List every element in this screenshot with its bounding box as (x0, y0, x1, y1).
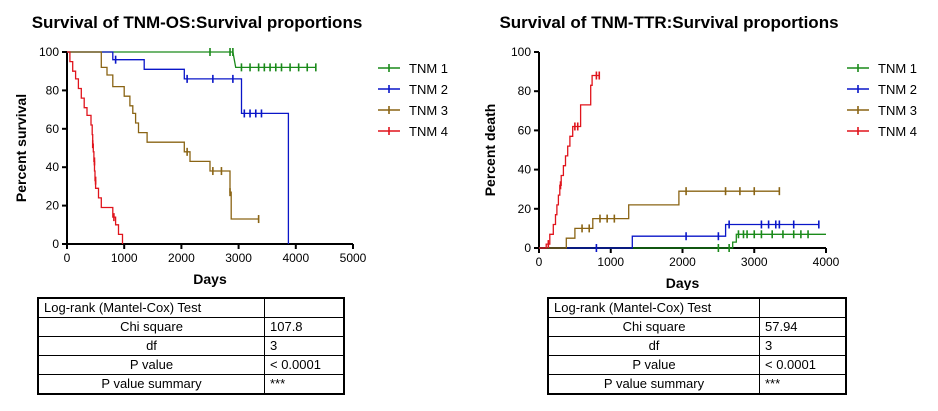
y-tick-label: 100 (511, 45, 531, 59)
y-tick-label: 0 (52, 237, 59, 251)
table-header: Log-rank (Mantel-Cox) Test (547, 297, 760, 318)
row-value: < 0.0001 (264, 355, 345, 375)
row-value: 3 (264, 336, 345, 356)
series-line (67, 51, 290, 244)
table-row: df 3 (37, 336, 345, 356)
x-tick-label: 4000 (282, 251, 309, 265)
y-tick-label: 60 (518, 123, 532, 137)
row-label: df (37, 336, 265, 356)
x-tick-label: 1000 (111, 251, 138, 265)
table-header: Log-rank (Mantel-Cox) Test (37, 297, 265, 318)
y-tick-label: 0 (524, 241, 531, 255)
table-row: Chi square 57.94 (547, 317, 847, 337)
table-row: P value summary *** (547, 374, 847, 395)
x-tick-label: 2000 (669, 255, 696, 269)
y-tick-label: 20 (518, 202, 532, 216)
table-row: P value summary *** (37, 374, 345, 395)
ttr-survival-chart: Survival of TNM-TTR:Survival proportions… (482, 13, 917, 290)
os-survival-chart: Survival of TNM-OS:Survival proportions P… (13, 13, 448, 287)
legend-label: TNM 3 (878, 103, 917, 118)
row-label: Chi square (547, 317, 760, 337)
x-tick-label: 5000 (340, 251, 367, 265)
logrank-table-ttr: Log-rank (Mantel-Cox) Test Chi square 57.… (547, 297, 847, 395)
row-label: P value summary (547, 374, 760, 395)
table-header-blank (264, 297, 345, 318)
chart-title: Survival of TNM-OS:Survival proportions (32, 13, 363, 32)
logrank-table-os: Log-rank (Mantel-Cox) Test Chi square 107… (37, 297, 345, 395)
chart-title: Survival of TNM-TTR:Survival proportions (499, 13, 838, 32)
y-tick-label: 60 (46, 122, 60, 136)
legend-label: TNM 1 (409, 61, 448, 76)
row-value: *** (264, 374, 345, 395)
table-row: Chi square 107.8 (37, 317, 345, 337)
row-value: < 0.0001 (759, 355, 847, 375)
row-label: P value (547, 355, 760, 375)
row-label: Chi square (37, 317, 265, 337)
series-line (539, 233, 826, 249)
row-label: df (547, 336, 760, 356)
row-value: 3 (759, 336, 847, 356)
x-tick-label: 1000 (597, 255, 624, 269)
y-tick-label: 40 (518, 163, 532, 177)
y-tick-label: 20 (46, 199, 60, 213)
y-axis-label: Percent survival (13, 94, 29, 202)
row-value: 57.94 (759, 317, 847, 337)
row-value: *** (759, 374, 847, 395)
x-axis-label: Days (193, 271, 227, 287)
series-line (539, 190, 780, 249)
y-tick-label: 40 (46, 160, 60, 174)
table-header-blank (759, 297, 847, 318)
legend-label: TNM 4 (878, 124, 917, 139)
series-line (67, 51, 316, 69)
legend-label: TNM 4 (409, 124, 448, 139)
series-line (539, 223, 819, 249)
x-tick-label: 0 (536, 255, 543, 269)
legend-label: TNM 2 (409, 82, 448, 97)
table-header-row: Log-rank (Mantel-Cox) Test (547, 297, 847, 318)
table-header-row: Log-rank (Mantel-Cox) Test (37, 297, 345, 318)
table-row: df 3 (547, 336, 847, 356)
y-tick-label: 100 (39, 45, 59, 59)
table-row: P value < 0.0001 (37, 355, 345, 375)
x-tick-label: 3000 (741, 255, 768, 269)
x-axis-label: Days (666, 275, 700, 290)
row-value: 107.8 (264, 317, 345, 337)
x-tick-label: 3000 (225, 251, 252, 265)
row-label: P value summary (37, 374, 265, 395)
y-tick-label: 80 (46, 83, 60, 97)
legend-label: TNM 2 (878, 82, 917, 97)
table-row: P value < 0.0001 (547, 355, 847, 375)
y-tick-label: 80 (518, 84, 532, 98)
x-tick-label: 2000 (168, 251, 195, 265)
series-line (539, 74, 600, 249)
x-tick-label: 4000 (813, 255, 840, 269)
row-label: P value (37, 355, 265, 375)
legend-label: TNM 3 (409, 103, 448, 118)
x-tick-label: 0 (64, 251, 71, 265)
legend-label: TNM 1 (878, 61, 917, 76)
y-axis-label: Percent death (482, 104, 498, 197)
